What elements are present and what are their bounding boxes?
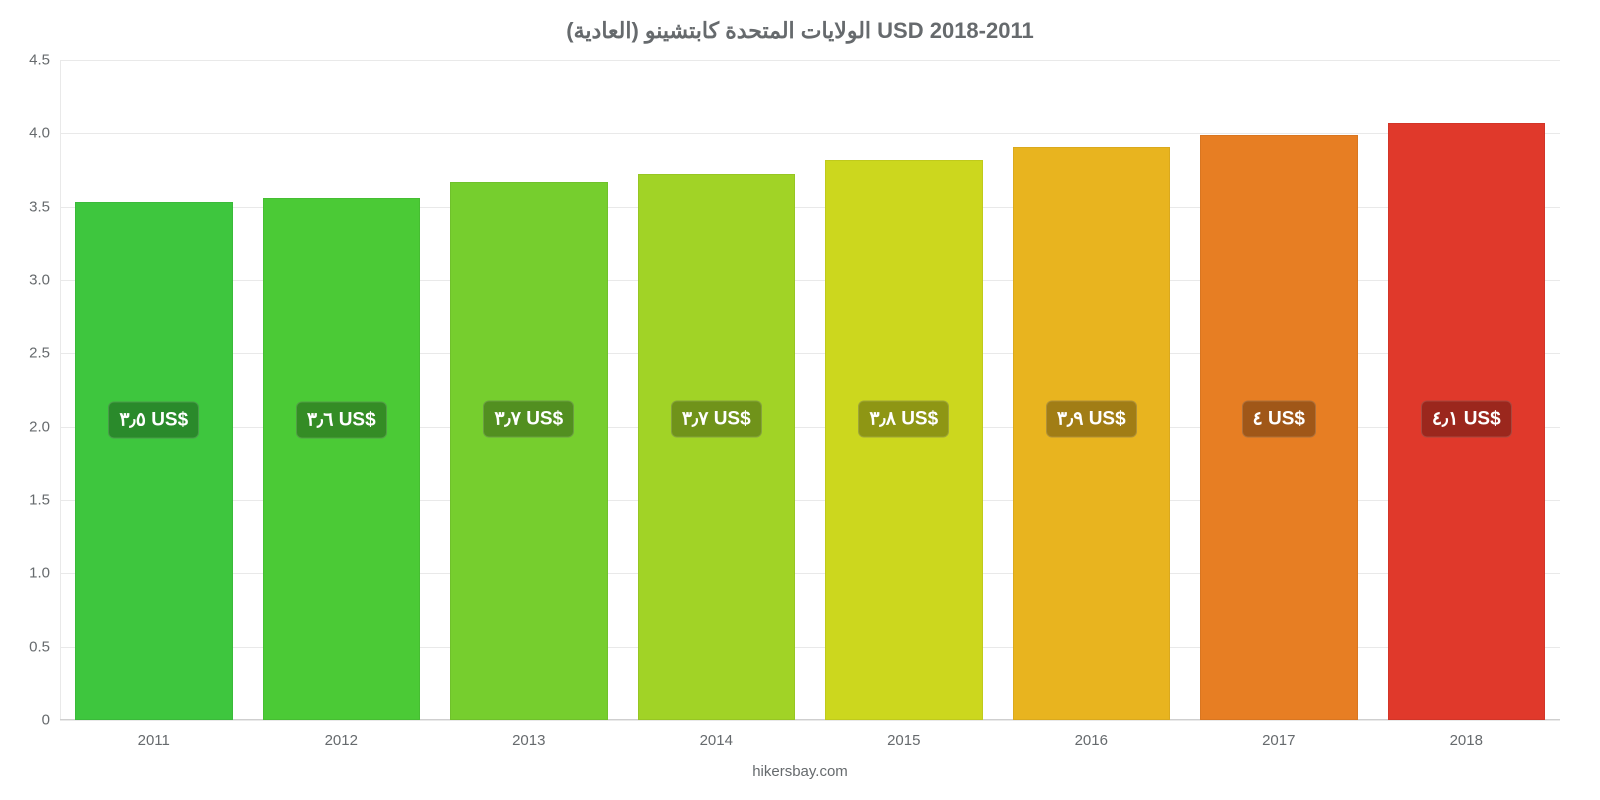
bar-slot: ٣٫٧ US$2014 — [623, 60, 811, 720]
bar: ٣٫٧ US$ — [638, 174, 796, 720]
y-tick-label: 2.0 — [29, 418, 60, 435]
x-tick-label: 2017 — [1262, 720, 1295, 749]
bar-slot: ٣٫٥ US$2011 — [60, 60, 248, 720]
y-tick-label: 1.5 — [29, 492, 60, 509]
bar: ٣٫٥ US$ — [75, 202, 233, 720]
x-tick-label: 2016 — [1075, 720, 1108, 749]
y-tick-label: 3.0 — [29, 272, 60, 289]
bar: ٤٫١ US$ — [1388, 123, 1546, 720]
y-tick-label: 0.5 — [29, 638, 60, 655]
bar: ٣٫٨ US$ — [825, 160, 983, 720]
bar-slot: ٤ US$2017 — [1185, 60, 1373, 720]
x-tick-label: 2012 — [325, 720, 358, 749]
y-tick-label: 3.5 — [29, 198, 60, 215]
grid-line — [60, 720, 1560, 721]
bar-value-badge: ٣٫٩ US$ — [1046, 401, 1137, 438]
x-tick-label: 2018 — [1450, 720, 1483, 749]
x-tick-label: 2011 — [138, 720, 170, 749]
bar-slot: ٣٫٧ US$2013 — [435, 60, 623, 720]
y-tick-label: 0 — [42, 712, 60, 729]
chart-title: الولايات المتحدة كابتشينو (العادية) USD … — [0, 0, 1600, 44]
bar: ٣٫٧ US$ — [450, 182, 608, 720]
bar-value-badge: ٤ US$ — [1242, 401, 1316, 438]
y-tick-label: 4.0 — [29, 125, 60, 142]
bar-slot: ٣٫٩ US$2016 — [998, 60, 1186, 720]
y-tick-label: 2.5 — [29, 345, 60, 362]
y-tick-label: 4.5 — [29, 52, 60, 69]
bar-slot: ٤٫١ US$2018 — [1373, 60, 1561, 720]
y-tick-label: 1.0 — [29, 565, 60, 582]
bar-slot: ٣٫٨ US$2015 — [810, 60, 998, 720]
attribution-text: hikersbay.com — [752, 763, 848, 780]
bar-value-badge: ٤٫١ US$ — [1421, 401, 1512, 438]
bar-value-badge: ٣٫٥ US$ — [108, 401, 199, 438]
bar-value-badge: ٣٫٨ US$ — [858, 401, 949, 438]
bar: ٣٫٩ US$ — [1013, 147, 1171, 720]
bars-container: ٣٫٥ US$2011٣٫٦ US$2012٣٫٧ US$2013٣٫٧ US$… — [60, 60, 1560, 720]
x-tick-label: 2013 — [512, 720, 545, 749]
bar-slot: ٣٫٦ US$2012 — [248, 60, 436, 720]
bar-value-badge: ٣٫٧ US$ — [671, 401, 762, 438]
plot-area: 00.51.01.52.02.53.03.54.04.5 ٣٫٥ US$2011… — [60, 60, 1560, 720]
bar-chart: الولايات المتحدة كابتشينو (العادية) USD … — [0, 0, 1600, 800]
x-tick-label: 2014 — [700, 720, 733, 749]
bar-value-badge: ٣٫٧ US$ — [483, 401, 574, 438]
x-tick-label: 2015 — [887, 720, 920, 749]
bar: ٣٫٦ US$ — [263, 198, 421, 720]
bar-value-badge: ٣٫٦ US$ — [296, 401, 387, 438]
bar: ٤ US$ — [1200, 135, 1358, 720]
